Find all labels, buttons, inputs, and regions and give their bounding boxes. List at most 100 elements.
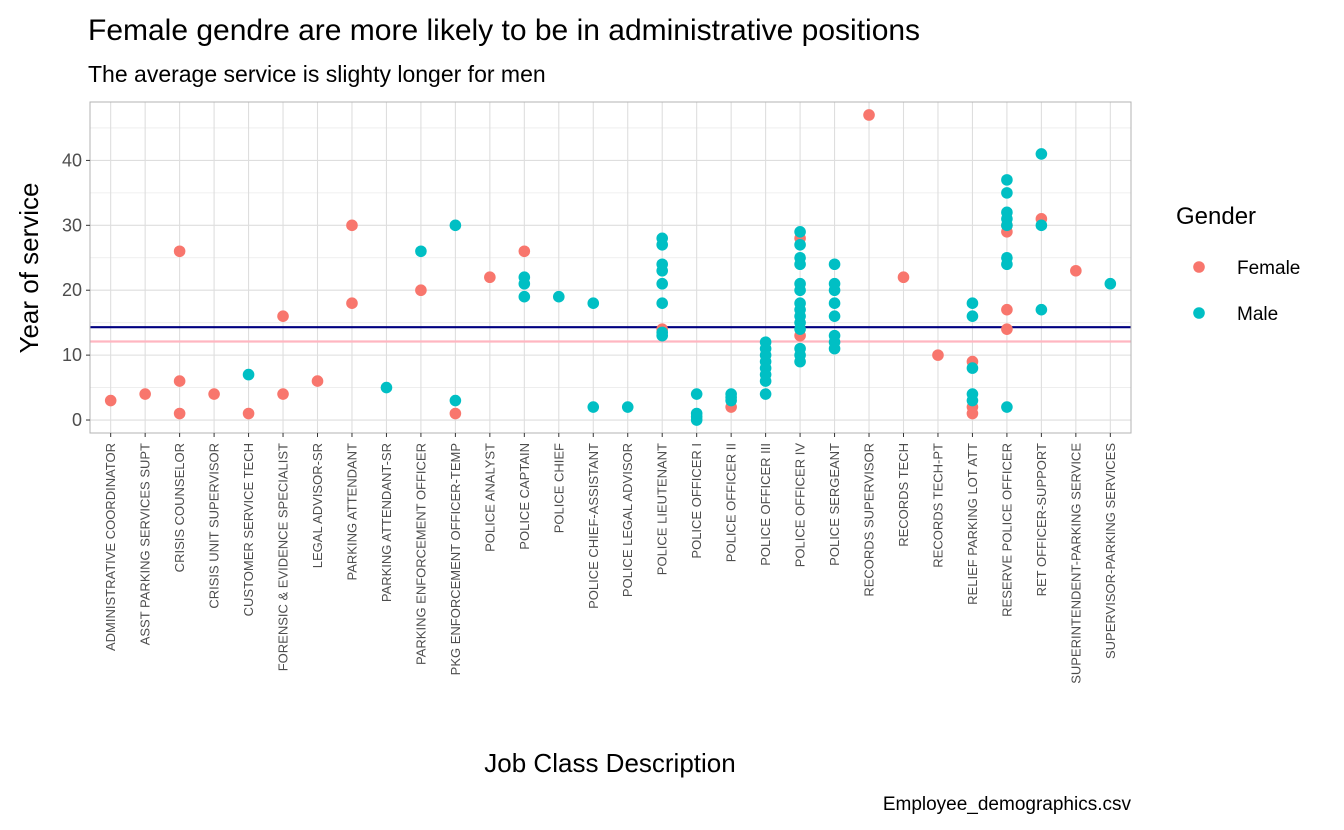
chart-subtitle: The average service is slighty longer fo… (88, 61, 546, 87)
data-point-male (828, 310, 841, 322)
chart-title: Female gendre are more likely to be in a… (88, 14, 920, 47)
x-tick-label: POLICE LIEUTENANT (655, 443, 670, 575)
y-tick-label: 40 (62, 150, 82, 170)
x-tick-label: POLICE OFFICER II (724, 443, 739, 562)
legend-items: Female Male (1193, 258, 1300, 325)
data-point-male (656, 277, 669, 290)
legend-key-male (1193, 307, 1205, 319)
data-point-male (794, 355, 806, 368)
y-tick-label: 10 (62, 345, 82, 365)
grid-lines (90, 102, 1131, 433)
data-point-female (932, 349, 944, 361)
data-point-male (449, 394, 462, 407)
plot-background (90, 102, 1131, 433)
x-tick-label: POLICE OFFICER I (689, 443, 704, 559)
data-point-male (966, 362, 979, 374)
data-point-female (277, 388, 289, 400)
data-point-male (828, 258, 841, 271)
legend-title: Gender (1176, 203, 1256, 230)
data-point-female (415, 284, 427, 297)
data-point-male (1104, 277, 1117, 290)
data-point-male (794, 238, 806, 251)
x-tick-label: ADMINISTRATIVE COORDINATOR (103, 443, 118, 651)
legend-label-male: Male (1237, 304, 1278, 325)
y-tick-label: 30 (62, 215, 82, 235)
x-tick-label: PKG ENFORCEMENT OFFICER-TEMP (448, 443, 463, 675)
x-tick-label: RET OFFICER-SUPPORT (1034, 443, 1049, 596)
data-point-male (794, 323, 806, 335)
data-point-male (621, 401, 634, 413)
data-point-male (1001, 187, 1013, 199)
data-point-male (552, 290, 565, 303)
data-point-male (1001, 219, 1013, 232)
x-tick-label: CUSTOMER SERVICE TECH (241, 443, 256, 616)
data-point-female (1070, 264, 1082, 277)
legend: Gender Female Male (1176, 203, 1300, 325)
data-point-female (484, 271, 496, 284)
data-point-male (656, 264, 669, 277)
data-point-male (759, 375, 772, 387)
data-point-male (828, 284, 841, 297)
data-point-female (449, 407, 462, 420)
data-point-male (690, 414, 703, 426)
data-point-female (139, 388, 151, 400)
x-tick-label: RECORDS TECH (896, 443, 911, 547)
y-axis-title: Year of service (14, 182, 44, 353)
x-tick-label: LEGAL ADVISOR-SR (310, 443, 325, 568)
data-point-male (1001, 174, 1013, 186)
data-point-male (518, 277, 531, 290)
x-tick-label: POLICE CHIEF (551, 443, 566, 533)
data-point-male (587, 401, 600, 413)
data-point-female (1001, 303, 1013, 316)
data-point-male (759, 388, 772, 400)
data-point-male (794, 226, 806, 238)
data-point-male (966, 394, 979, 407)
data-point-female (311, 375, 324, 387)
x-tick-label: PARKING ENFORCEMENT OFFICER (413, 443, 428, 665)
data-point-female (104, 394, 117, 407)
data-point-female (173, 407, 186, 420)
x-tick-label: POLICE OFFICER III (758, 443, 773, 566)
chart-caption: Employee_demographics.csv (883, 794, 1132, 815)
data-point-male (449, 219, 462, 232)
plot-border (89, 101, 1132, 434)
x-tick-label: CRISIS COUNSELOR (172, 443, 187, 572)
data-point-male (587, 297, 600, 309)
x-tick-label: POLICE SERGEANT (827, 443, 842, 566)
data-point-male (1035, 219, 1048, 232)
x-tick-label: PARKING ATTENDANT-SR (379, 443, 394, 602)
data-point-male (518, 290, 531, 303)
data-point-male (794, 258, 806, 271)
legend-label-female: Female (1237, 258, 1300, 279)
data-point-female (173, 245, 186, 258)
data-point-male (690, 388, 703, 400)
data-point-male (725, 394, 737, 407)
x-tick-label: POLICE LEGAL ADVISOR (620, 443, 635, 597)
data-point-female (242, 407, 255, 420)
data-point-male (966, 310, 979, 322)
x-tick-label: SUPERVISOR-PARKING SERVICES (1103, 443, 1118, 659)
reference-lines (90, 326, 1131, 343)
x-axis-ticks: ADMINISTRATIVE COORDINATOR ASST PARKING S… (103, 433, 1118, 684)
x-tick-label: RELIEF PARKING LOT ATT (965, 443, 980, 605)
data-point-male (966, 297, 979, 309)
x-tick-label: CRISIS UNIT SUPERVISOR (207, 443, 222, 609)
y-tick-label: 20 (62, 280, 82, 300)
legend-key-female (1193, 261, 1205, 273)
data-point-female (208, 388, 220, 400)
x-tick-label: POLICE ANALYST (482, 443, 497, 552)
data-point-male (828, 297, 841, 309)
data-point-male (656, 329, 669, 342)
x-tick-label: POLICE CAPTAIN (517, 443, 532, 550)
data-point-male (242, 368, 255, 381)
data-point-male (1035, 303, 1048, 316)
x-tick-label: FORENSIC & EVIDENCE SPECIALIST (276, 443, 291, 671)
data-point-male (1001, 258, 1013, 271)
y-axis-ticks: 0 10 20 30 40 (62, 150, 90, 430)
x-axis-title: Job Class Description (484, 748, 735, 778)
data-point-male (828, 342, 841, 355)
data-point-female (277, 310, 289, 322)
x-tick-label: RESERVE POLICE OFFICER (999, 443, 1014, 617)
x-tick-label: SUPERINTENDENT-PARKING SERVICE (1068, 443, 1083, 684)
